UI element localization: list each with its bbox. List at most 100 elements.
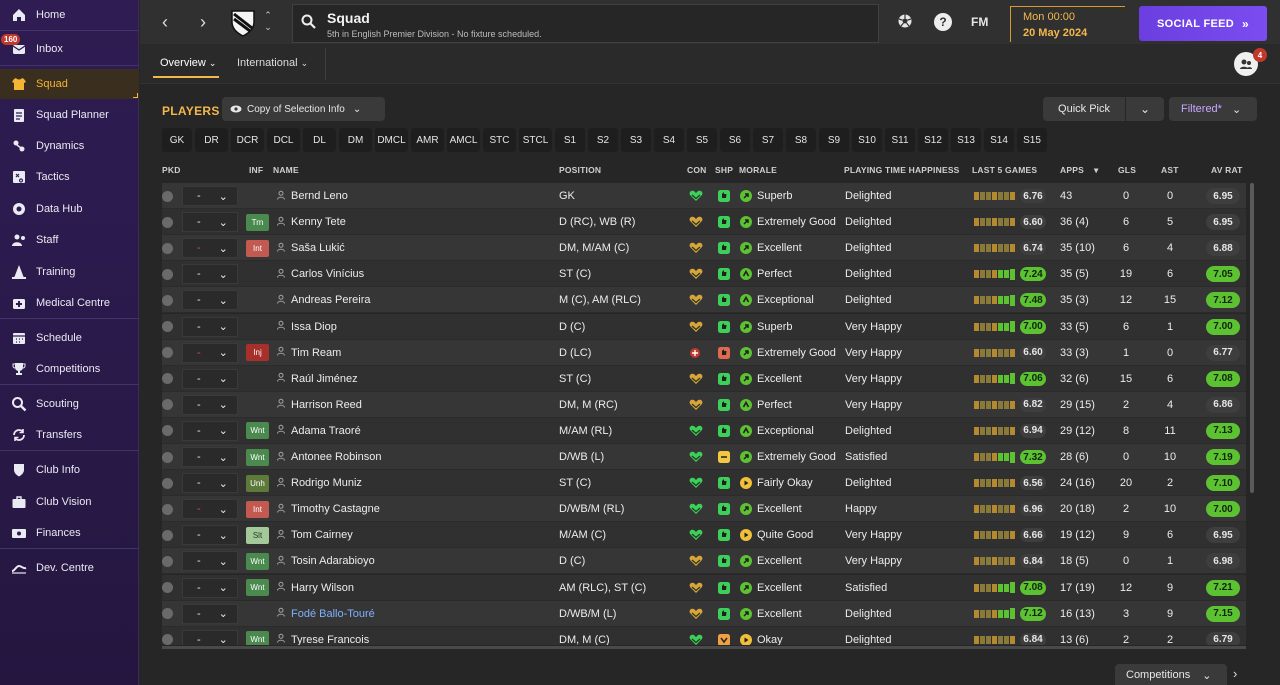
quick-pick-dropdown[interactable]: ⌄ <box>1126 97 1164 121</box>
player-name[interactable]: Harry Wilson <box>291 581 354 594</box>
table-row[interactable]: - ⌄ Carlos Vinícius ST (C) Perfect Delighted 7… <box>162 261 1246 288</box>
player-name[interactable]: Fodé Ballo-Touré <box>291 607 375 620</box>
filter-button[interactable]: Filtered* ⌄ <box>1169 97 1257 121</box>
position-chip-amr[interactable]: AMR <box>411 128 444 152</box>
position-chip-s6[interactable]: S6 <box>720 128 750 152</box>
selection-dropdown[interactable]: - ⌄ <box>182 340 238 366</box>
picked-indicator[interactable] <box>162 392 176 418</box>
player-name[interactable]: Rodrigo Muniz <box>291 477 362 490</box>
player-name[interactable]: Tim Ream <box>291 346 342 359</box>
picked-indicator[interactable] <box>162 366 176 392</box>
position-chip-stc[interactable]: STC <box>483 128 516 152</box>
col-name[interactable]: NAME <box>273 165 299 175</box>
player-name[interactable]: Harrison Reed <box>291 398 362 411</box>
picked-indicator[interactable] <box>162 340 176 366</box>
col-assists[interactable]: AST <box>1161 165 1179 175</box>
selection-dropdown[interactable]: - ⌄ <box>182 522 238 548</box>
player-name[interactable]: Saša Lukić <box>291 242 345 255</box>
table-row[interactable]: - ⌄ Fodé Ballo-Touré D/WB/M (L) Excellent Del… <box>162 600 1246 627</box>
sidebar-item-dev-centre[interactable]: Dev. Centre <box>0 553 139 583</box>
status-badge[interactable]: Inj <box>246 344 269 362</box>
sidebar-item-home[interactable]: Home <box>0 0 139 30</box>
col-inf[interactable]: INF <box>249 165 264 175</box>
position-chip-s13[interactable]: S13 <box>951 128 981 152</box>
selection-dropdown[interactable]: - ⌄ <box>182 575 238 601</box>
status-badge[interactable]: Wnt <box>246 552 269 570</box>
picked-indicator[interactable] <box>162 548 176 574</box>
status-badge[interactable]: Trn <box>246 213 269 231</box>
back-arrow-icon[interactable]: ‹ <box>162 11 168 32</box>
table-scrollbar[interactable] <box>1250 183 1254 493</box>
player-name[interactable]: Raúl Jiménez <box>291 372 358 385</box>
tab-international[interactable]: International ⌄ <box>237 57 308 69</box>
view-selector[interactable]: Copy of Selection Info ⌄ <box>222 97 385 121</box>
table-row[interactable]: - ⌄ Slt Tom Cairney M/AM (C) Quite Good Very H… <box>162 522 1246 549</box>
sidebar-item-finances[interactable]: Finances <box>0 518 139 548</box>
status-badge[interactable]: Unh <box>246 474 269 492</box>
quick-pick-button[interactable]: Quick Pick <box>1043 97 1125 121</box>
status-badge[interactable]: Wnt <box>246 422 269 440</box>
position-chip-s4[interactable]: S4 <box>654 128 684 152</box>
table-row[interactable]: - ⌄ Wnt Tosin Adarabioyo D (C) Excellent Very … <box>162 548 1246 575</box>
player-name[interactable]: Issa Diop <box>291 320 337 333</box>
position-chip-dcl[interactable]: DCL <box>267 128 300 152</box>
player-name[interactable]: Adama Traoré <box>291 424 361 437</box>
position-chip-s5[interactable]: S5 <box>687 128 717 152</box>
sidebar-item-schedule[interactable]: Schedule <box>0 323 139 353</box>
col-pkd[interactable]: PKD <box>162 165 181 175</box>
col-av-rating[interactable]: AV RAT <box>1211 165 1243 175</box>
sidebar-item-medical-centre[interactable]: Medical Centre <box>0 288 139 318</box>
selection-dropdown[interactable]: - ⌄ <box>182 418 238 444</box>
sidebar-item-scouting[interactable]: Scouting <box>0 389 139 419</box>
player-name[interactable]: Bernd Leno <box>291 190 348 202</box>
competitions-selector[interactable]: Competitions ⌄ <box>1115 664 1227 685</box>
table-row[interactable]: - ⌄ Harrison Reed DM, M (RC) Perfect Very Hap… <box>162 391 1246 418</box>
title-search-box[interactable]: Squad 5th in English Premier Division - … <box>292 4 879 43</box>
table-row[interactable]: - ⌄ Wnt Adama Traoré M/AM (RL) Exceptional Del… <box>162 417 1246 444</box>
picked-indicator[interactable] <box>162 601 176 627</box>
col-apps[interactable]: APPS ▾ <box>1060 165 1098 176</box>
picked-indicator[interactable] <box>162 209 176 235</box>
picked-indicator[interactable] <box>162 314 176 340</box>
sidebar-item-squad[interactable]: Squad <box>0 69 139 99</box>
col-sharpness[interactable]: SHP <box>715 165 734 175</box>
position-chip-s10[interactable]: S10 <box>852 128 882 152</box>
position-chip-dr[interactable]: DR <box>195 128 228 152</box>
table-row[interactable]: - ⌄ Issa Diop D (C) Superb Very Happy 7.00 33 (… <box>162 313 1246 340</box>
position-chip-dmcl[interactable]: DMCL <box>375 128 408 152</box>
sidebar-item-tactics[interactable]: Tactics <box>0 162 139 192</box>
status-badge[interactable]: Int <box>246 500 269 518</box>
picked-indicator[interactable] <box>162 522 176 548</box>
picked-indicator[interactable] <box>162 575 176 601</box>
position-chip-s8[interactable]: S8 <box>786 128 816 152</box>
table-row[interactable]: - ⌄ Wnt Harry Wilson AM (RLC), ST (C) Excelle… <box>162 574 1246 601</box>
picked-indicator[interactable] <box>162 496 176 522</box>
sidebar-item-inbox[interactable]: Inbox <box>0 34 139 64</box>
fm-logo[interactable]: FM <box>971 15 989 29</box>
position-chip-s1[interactable]: S1 <box>555 128 585 152</box>
status-badge[interactable]: Int <box>246 239 269 257</box>
position-chip-s9[interactable]: S9 <box>819 128 849 152</box>
col-position[interactable]: POSITION <box>559 165 602 175</box>
status-badge[interactable]: Wnt <box>246 631 269 645</box>
position-chip-s14[interactable]: S14 <box>984 128 1014 152</box>
position-chip-s15[interactable]: S15 <box>1017 128 1047 152</box>
player-name[interactable]: Tyrese Francois <box>291 633 370 645</box>
position-chip-dl[interactable]: DL <box>303 128 336 152</box>
club-switch-icon[interactable]: ⌃ ⌄ <box>264 10 272 32</box>
picked-indicator[interactable] <box>162 470 176 496</box>
sidebar-item-competitions[interactable]: Competitions <box>0 354 139 384</box>
picked-indicator[interactable] <box>162 287 176 313</box>
social-feed-button[interactable]: SOCIAL FEED » <box>1139 6 1267 41</box>
position-chip-dcr[interactable]: DCR <box>231 128 264 152</box>
position-chip-dm[interactable]: DM <box>339 128 372 152</box>
player-name[interactable]: Kenny Tete <box>291 216 346 229</box>
table-row[interactable]: - ⌄ Bernd Leno GK Superb Delighted 6.76 43 0 0 6.9… <box>162 183 1246 209</box>
table-row[interactable]: - ⌄ Wnt Antonee Robinson D/WB (L) Extremely G… <box>162 444 1246 470</box>
position-chip-s12[interactable]: S12 <box>918 128 948 152</box>
position-chip-s2[interactable]: S2 <box>588 128 618 152</box>
table-row[interactable]: - ⌄ Inj Tim Ream D (LC) Extremely Good Very Ha… <box>162 339 1246 366</box>
selection-dropdown[interactable]: - ⌄ <box>182 287 238 313</box>
table-row[interactable]: - ⌄ Trn Kenny Tete D (RC), WB (R) Extremely G… <box>162 209 1246 236</box>
selection-dropdown[interactable]: - ⌄ <box>182 183 238 209</box>
